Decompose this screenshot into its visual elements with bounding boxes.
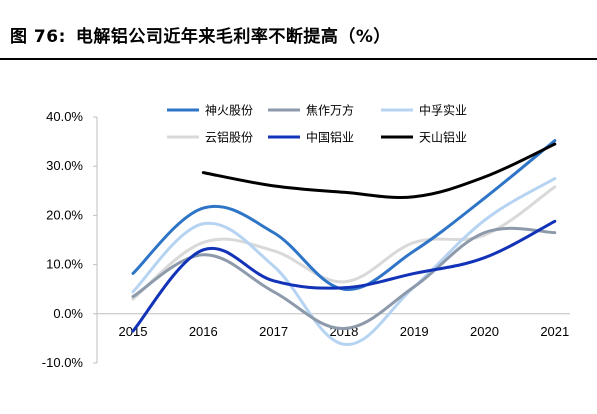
series-lines [131,139,557,346]
x-tick-label: 2019 [400,324,429,339]
y-tick-label: 20.0% [46,207,83,222]
y-tick-label: 0.0% [53,306,83,321]
y-tick-label: 10.0% [46,257,83,272]
legend-label: 焦作万方 [306,103,354,118]
series-line [131,219,557,333]
legend-label: 中孚实业 [419,103,467,118]
x-tick-label: 2016 [189,324,218,339]
legend-label: 中国铝业 [306,130,354,145]
legend-label: 云铝股份 [205,130,253,145]
title-underline [0,58,597,60]
legend-label: 神火股份 [205,104,253,118]
legend-item: 焦作万方 [268,103,354,118]
chart-axes: -10.0%0.0%10.0%20.0%30.0%40.0%2015 2016 20… [42,109,570,370]
figure-number: 图 76: [10,27,66,47]
figure-title-text: 电解铝公司近年来毛利率不断提高（%） [75,27,391,47]
series-line [201,142,557,199]
series-line [131,177,557,346]
y-tick-label: 40.0% [46,109,83,124]
x-tick-label: 2020 [470,324,499,339]
legend-item: 神火股份 [167,104,253,118]
figure-title: 图 76: 电解铝公司近年来毛利率不断提高（%） [10,22,391,47]
legend-item: 中孚实业 [381,103,467,118]
series-line [131,226,557,331]
series-line [131,185,557,301]
y-tick-label: 30.0% [46,158,83,173]
legend-item: 云铝股份 [167,130,253,145]
legend-item: 中国铝业 [268,130,354,145]
legend-item: 天山铝业 [381,130,467,145]
x-tick-label: 2017 [259,324,288,339]
y-tick-label: -10.0% [42,355,84,370]
legend-label: 天山铝业 [419,130,467,145]
x-tick-label: 2021 [540,324,569,339]
